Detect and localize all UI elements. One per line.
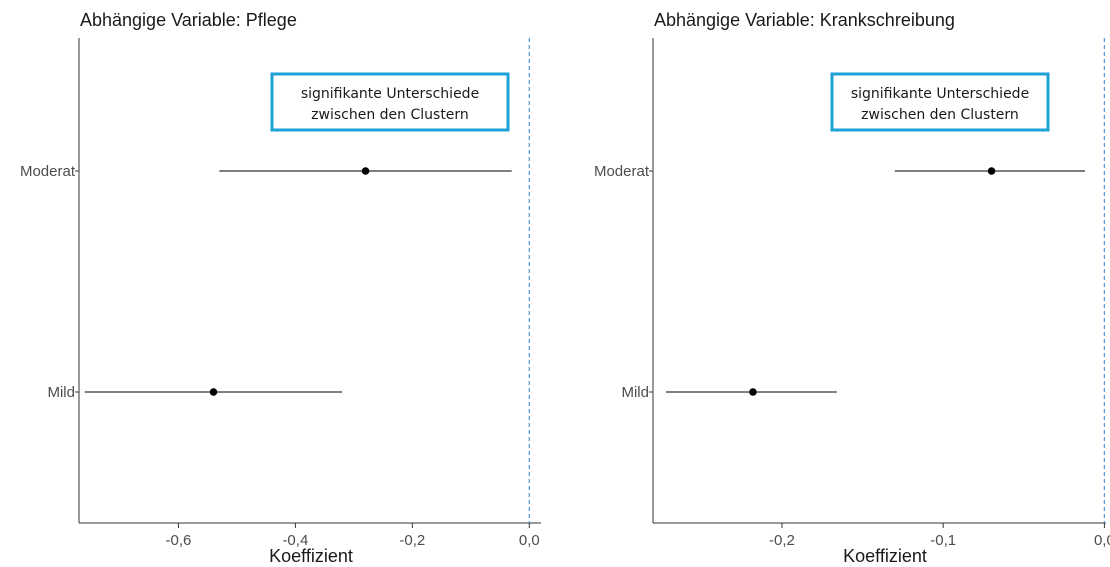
x-tick-label: 0,0: [1094, 532, 1110, 549]
estimate-point-moderat: [987, 167, 996, 175]
estimate-point-mild: [749, 388, 757, 396]
plot-area-pflege: -0,6 -0,4 -0,2 0,0 Moderat Mild: [20, 38, 540, 549]
chart-title-krankschreibung: Abhängige Variable: Krankschreibung: [654, 10, 955, 30]
annotation-line-2: zwischen den Clustern: [861, 107, 1019, 123]
annotation-box-pflege: signifikante Unterschiede zwischen den C…: [270, 72, 510, 132]
x-tick-label: -0,1: [930, 532, 956, 549]
y-tick-label-moderat: Moderat: [594, 163, 650, 180]
chart-title-pflege: Abhängige Variable: Pflege: [80, 10, 297, 30]
panel-pflege: Abhängige Variable: Pflege -0,6 -0,4 -0,2 0…: [20, 10, 541, 566]
panel-krankschreibung: Abhängige Variable: Krankschreibung -0,2…: [594, 10, 1110, 566]
annotation-line-1: signifikante Unterschiede: [851, 86, 1029, 102]
y-tick-label-moderat: Moderat: [20, 163, 76, 180]
plot-area-krankschreibung: -0,2 -0,1 0,0 Moderat Mild: [594, 38, 1110, 549]
x-axis-label-pflege: Koeffizient: [269, 546, 353, 566]
annotation-line-2: zwischen den Clustern: [311, 107, 469, 123]
x-tick-label: -0,2: [769, 532, 795, 549]
annotation-line-1: signifikante Unterschiede: [301, 86, 479, 102]
x-tick-label: -0,6: [165, 532, 191, 549]
x-tick-label: -0,2: [399, 532, 425, 549]
estimate-point-mild: [209, 388, 218, 396]
y-tick-label-mild: Mild: [621, 384, 649, 401]
x-tick-label: 0,0: [519, 532, 540, 549]
estimate-point-moderat: [361, 167, 370, 175]
x-axis-label-krankschreibung: Koeffizient: [843, 546, 927, 566]
x-tick-label: -0,4: [282, 532, 308, 549]
y-tick-label-mild: Mild: [47, 384, 75, 401]
annotation-box-krankschreibung: signifikante Unterschiede zwischen den C…: [830, 72, 1050, 132]
